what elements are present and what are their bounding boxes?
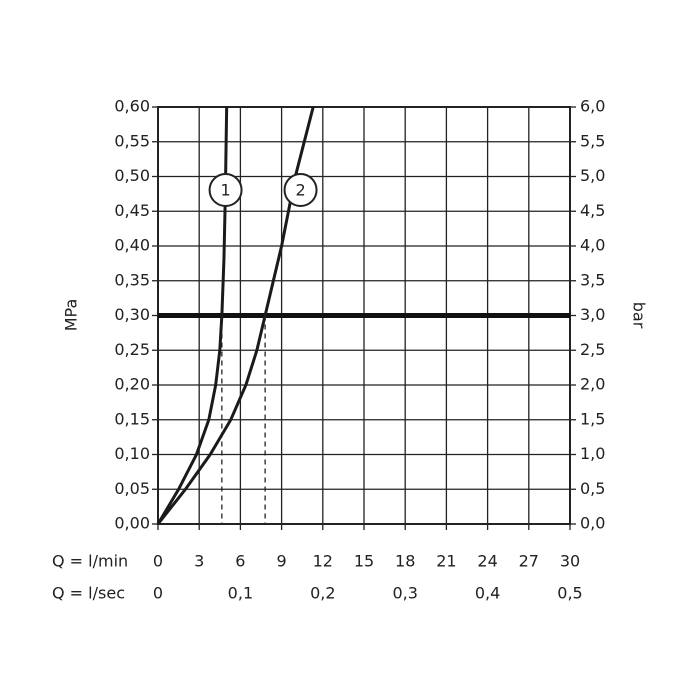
x-axis-label: Q = l/min [52,552,128,571]
y2-axis-label: bar [630,302,649,329]
y-tick-label: 0,25 [114,340,150,359]
y2-tick-label: 5,0 [580,166,605,185]
y2-tick-label: 3,0 [580,305,605,324]
y2-tick-label: 2,5 [580,340,605,359]
y2-tick-label: 0,5 [580,479,605,498]
y2-tick-label: 4,5 [580,201,605,220]
y-tick-label: 0,20 [114,375,150,394]
y-tick-label: 0,50 [114,166,150,185]
x-tick-label: 6 [235,552,245,571]
y-tick-label: 0,30 [114,305,150,324]
x-tick-label: 15 [354,552,374,571]
x-tick-label: 12 [313,552,333,571]
x2-tick-label: 0 [153,584,163,603]
y2-tick-label: 4,0 [580,236,605,255]
series-marker [208,173,243,207]
x2-tick-label: 0,5 [557,584,582,603]
y-tick-label: 0,45 [114,201,150,220]
y2-tick-label: 6,0 [580,97,605,116]
y2-tick-label: 1,0 [580,444,605,463]
x-tick-label: 24 [477,552,497,571]
y-tick-label: 0,40 [114,236,150,255]
y-tick-label: 0,05 [114,479,150,498]
x2-tick-label: 0,3 [392,584,417,603]
x2-tick-label: 0,4 [475,584,500,603]
y-tick-label: 0,35 [114,270,150,289]
x-tick-label: 21 [436,552,456,571]
line [156,106,229,525]
x-tick-label: 0 [153,552,163,571]
y2-tick-label: 5,5 [580,131,605,150]
y-tick-label: 0,60 [114,97,150,116]
y2-tick-label: 2,0 [580,375,605,394]
x-tick-label: 27 [519,552,539,571]
x-tick-label: 9 [277,552,287,571]
y-tick-label: 0,15 [114,409,150,428]
series-label: 2 [295,181,305,200]
y2-tick-label: 1,5 [580,409,605,428]
y2-tick-label: 0,0 [580,514,605,533]
y-tick-label: 0,55 [114,131,150,150]
line [156,106,315,525]
x2-tick-label: 0,2 [310,584,335,603]
y2-tick-label: 3,5 [580,270,605,289]
x-tick-label: 18 [395,552,415,571]
y-tick-label: 0,00 [114,514,150,533]
x2-tick-label: 0,1 [228,584,253,603]
y-tick-label: 0,10 [114,444,150,463]
y-axis-label: MPa [62,299,81,332]
series-label: 1 [220,181,230,200]
x-tick-label: 30 [560,552,580,571]
x2-axis-label: Q = l/sec [52,584,125,603]
series-marker [283,173,318,207]
x-tick-label: 3 [194,552,204,571]
